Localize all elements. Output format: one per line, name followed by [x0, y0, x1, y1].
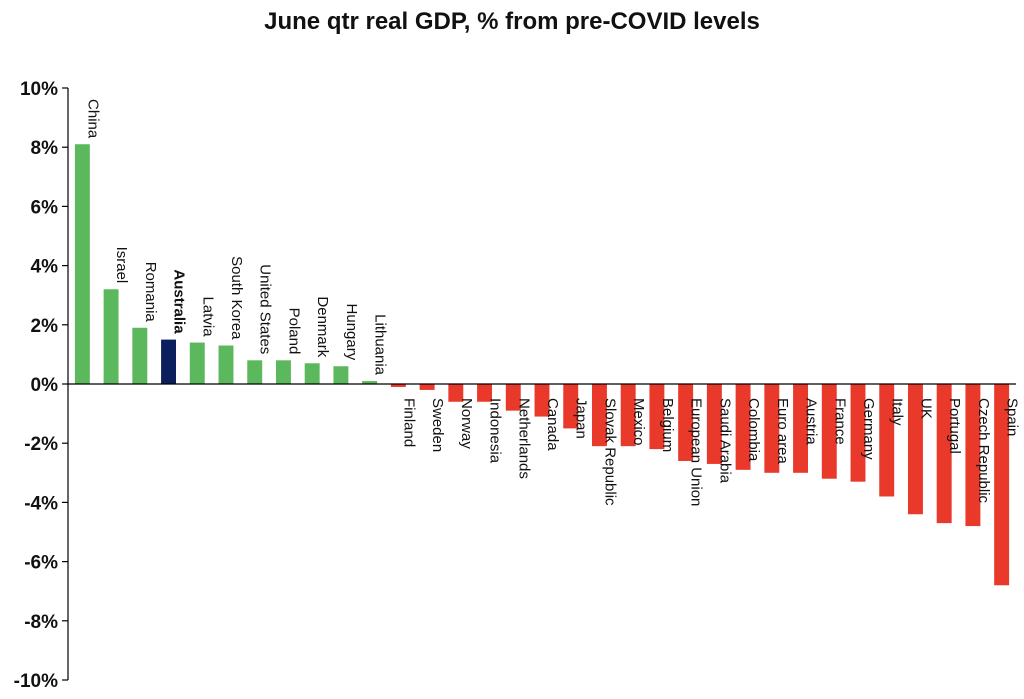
bar-mexico — [620, 384, 636, 447]
bar-canada — [534, 384, 550, 417]
bar-czech-republic — [965, 384, 981, 527]
y-tick-label: -10% — [14, 671, 58, 692]
category-label-germany: Germany — [860, 398, 877, 460]
y-tick-label: 0% — [31, 375, 59, 396]
category-label-belgium: Belgium — [659, 398, 676, 452]
bar-latvia — [189, 342, 205, 384]
bar-indonesia — [477, 384, 493, 402]
bar-euro-area — [764, 384, 780, 473]
category-label-spain: Spain — [1004, 398, 1021, 436]
category-label-european-union: European Union — [688, 398, 705, 506]
chart-title: June qtr real GDP, % from pre-COVID leve… — [264, 8, 760, 35]
bar-colombia — [735, 384, 751, 470]
category-label-china: China — [84, 99, 101, 139]
category-label-denmark: Denmark — [314, 296, 331, 357]
category-label-romania: Romania — [142, 262, 159, 323]
category-label-israel: Israel — [113, 247, 130, 284]
bar-australia — [161, 339, 177, 384]
category-label-australia: Australia — [171, 269, 188, 334]
bar-hungary — [333, 366, 349, 384]
category-label-euro-area: Euro area — [774, 398, 791, 465]
y-tick-label: 6% — [31, 197, 59, 218]
category-label-netherlands: Netherlands — [515, 398, 532, 479]
bars — [74, 144, 1010, 586]
category-label-norway: Norway — [458, 398, 475, 449]
y-tick-label: -8% — [24, 612, 58, 633]
y-tick-label: 2% — [31, 316, 59, 337]
bar-slovak-republic — [591, 384, 607, 447]
bar-portugal — [936, 384, 952, 524]
y-tick-label: 10% — [20, 79, 58, 100]
category-label-united-states: United States — [257, 264, 274, 354]
y-tick-label: -6% — [24, 553, 58, 574]
y-tick-label: -2% — [24, 434, 58, 455]
bar-italy — [879, 384, 895, 497]
category-labels: China Israel Romania Australia Latvia South K… — [84, 99, 1020, 506]
category-label-lithuania: Lithuania — [372, 314, 389, 376]
y-tick-label: 8% — [31, 138, 59, 159]
bar-saudi-arabia — [706, 384, 722, 464]
bar-finland — [390, 384, 406, 387]
category-label-czech-republic: Czech Republic — [975, 398, 992, 504]
category-label-latvia: Latvia — [199, 297, 216, 338]
bar-france — [821, 384, 837, 479]
bar-germany — [850, 384, 866, 482]
category-label-finland: Finland — [400, 398, 417, 447]
category-label-italy: Italy — [889, 398, 906, 426]
category-label-colombia: Colombia — [745, 398, 762, 462]
bar-netherlands — [505, 384, 521, 411]
category-label-hungary: Hungary — [343, 304, 360, 361]
category-label-portugal: Portugal — [946, 398, 963, 454]
category-label-indonesia: Indonesia — [487, 398, 504, 464]
bar-japan — [563, 384, 579, 429]
category-label-canada: Canada — [544, 398, 561, 451]
bar-south-korea — [218, 345, 234, 384]
bar-austria — [793, 384, 809, 473]
category-label-france: France — [831, 398, 848, 445]
category-label-japan: Japan — [573, 398, 590, 439]
category-label-austria: Austria — [803, 398, 820, 445]
bar-sweden — [419, 384, 435, 390]
category-label-south-korea: South Korea — [228, 256, 245, 340]
y-axis: 10% 8% 6% 4% 2% 0% -2% -4% -6% -8% -10% — [14, 79, 69, 692]
bar-lithuania — [362, 381, 378, 384]
category-label-saudi-arabia: Saudi Arabia — [716, 398, 733, 484]
bar-belgium — [649, 384, 665, 450]
bar-israel — [103, 289, 119, 384]
bar-european-union — [678, 384, 694, 461]
bar-spain — [994, 384, 1010, 586]
bar-uk — [907, 384, 923, 515]
y-tick-label: -4% — [24, 493, 58, 514]
category-label-slovak-republic: Slovak Republic — [601, 398, 618, 506]
bar-romania — [132, 327, 148, 384]
bar-united-states — [247, 360, 263, 384]
bar-poland — [275, 360, 291, 384]
y-tick-label: 4% — [31, 257, 59, 278]
bar-china — [74, 144, 90, 384]
category-label-uk: UK — [917, 398, 934, 419]
category-label-mexico: Mexico — [630, 398, 647, 446]
category-label-poland: Poland — [285, 308, 302, 355]
category-label-sweden: Sweden — [429, 398, 446, 452]
bar-denmark — [304, 363, 320, 384]
bar-norway — [448, 384, 464, 402]
